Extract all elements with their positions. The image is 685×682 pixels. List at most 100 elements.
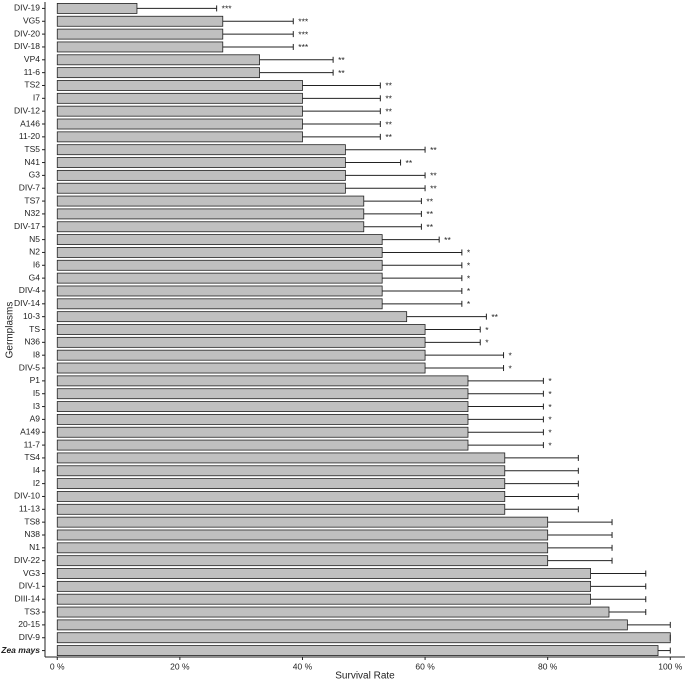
y-tick-label: DIV-22 bbox=[14, 555, 40, 565]
bar bbox=[56, 247, 383, 258]
y-tick-label: 11-6 bbox=[24, 67, 41, 77]
y-tick-label: N36 bbox=[24, 337, 40, 347]
bar bbox=[56, 426, 469, 438]
y-tick-label: G4 bbox=[29, 272, 41, 282]
x-tick-label: 20 % bbox=[170, 661, 190, 671]
y-tick-label: 11-7 bbox=[24, 439, 41, 449]
y-tick-label: DIII-14 bbox=[14, 593, 40, 603]
bar bbox=[56, 413, 469, 425]
y-tick-label: DIV-4 bbox=[19, 285, 41, 295]
y-tick-label: A9 bbox=[30, 414, 41, 424]
bar bbox=[56, 105, 303, 117]
bar bbox=[56, 388, 469, 400]
bar bbox=[56, 478, 506, 490]
y-tick-label: 20-15 bbox=[18, 619, 40, 629]
bar bbox=[56, 439, 469, 451]
y-tick-label: TS3 bbox=[24, 606, 40, 616]
y-tick-label: DIV-7 bbox=[19, 182, 41, 192]
y-tick-label: DIV-17 bbox=[14, 221, 40, 231]
significance-label: * bbox=[467, 286, 471, 296]
bar bbox=[56, 516, 549, 528]
significance-label: * bbox=[485, 338, 489, 348]
significance-label: * bbox=[467, 273, 471, 283]
bar bbox=[56, 555, 549, 567]
bar bbox=[56, 542, 549, 554]
bar bbox=[56, 336, 426, 348]
y-tick-label: I5 bbox=[33, 388, 40, 398]
y-tick-label: 11-13 bbox=[19, 504, 40, 514]
y-tick-label: TS5 bbox=[24, 144, 40, 154]
y-tick-label: I7 bbox=[33, 93, 40, 103]
significance-label: ** bbox=[430, 145, 437, 155]
significance-label: ** bbox=[491, 312, 498, 322]
y-tick-label: DIV-18 bbox=[14, 41, 40, 51]
bar bbox=[56, 580, 591, 592]
bar bbox=[56, 54, 260, 66]
y-axis-title: Germplasms bbox=[5, 302, 16, 359]
y-tick-label: I4 bbox=[33, 465, 40, 475]
bar bbox=[56, 285, 383, 297]
significance-label: * bbox=[509, 350, 513, 360]
significance-label: ** bbox=[430, 171, 437, 181]
bar bbox=[56, 401, 469, 412]
significance-label: ** bbox=[406, 158, 413, 168]
bar bbox=[56, 28, 224, 40]
y-tick-label: A146 bbox=[20, 118, 40, 128]
y-tick-label: DIV-9 bbox=[19, 632, 41, 642]
y-tick-label: N2 bbox=[29, 247, 40, 257]
bar bbox=[56, 298, 383, 310]
significance-label: ** bbox=[385, 106, 392, 116]
bar bbox=[56, 529, 549, 541]
y-tick-label: TS7 bbox=[24, 195, 40, 205]
significance-label: *** bbox=[298, 17, 309, 27]
bar bbox=[56, 272, 383, 284]
significance-label: ** bbox=[385, 132, 392, 142]
bar bbox=[56, 80, 303, 91]
y-tick-label: DIV-10 bbox=[14, 491, 40, 501]
significance-label: * bbox=[509, 363, 513, 373]
y-tick-label: TS8 bbox=[24, 516, 40, 526]
x-tick-label: 0 % bbox=[50, 661, 65, 671]
bar bbox=[56, 465, 506, 477]
significance-label: ** bbox=[338, 55, 345, 65]
significance-label: ** bbox=[426, 196, 433, 206]
y-tick-label: TS4 bbox=[24, 452, 40, 462]
significance-label: ** bbox=[430, 183, 437, 193]
y-tick-label: A149 bbox=[20, 426, 40, 436]
significance-label: * bbox=[548, 389, 552, 399]
y-tick-label: N1 bbox=[29, 542, 40, 552]
significance-label: * bbox=[467, 248, 471, 258]
bar bbox=[56, 452, 506, 464]
x-tick-label: 80 % bbox=[538, 661, 558, 671]
x-axis-title: Survival Rate bbox=[335, 671, 395, 682]
significance-label: * bbox=[467, 261, 471, 271]
bar bbox=[56, 311, 408, 323]
bar bbox=[56, 169, 346, 181]
y-tick-label: N5 bbox=[29, 234, 40, 244]
significance-label: * bbox=[548, 440, 552, 450]
y-tick-label: DIV-12 bbox=[14, 105, 40, 115]
y-tick-label: I2 bbox=[33, 478, 40, 488]
significance-label: ** bbox=[426, 209, 433, 219]
bar bbox=[56, 324, 426, 335]
bar bbox=[56, 491, 506, 502]
y-tick-label: DIV-5 bbox=[19, 362, 41, 372]
y-tick-label: Zea mays bbox=[0, 645, 40, 655]
y-tick-label: DIV-20 bbox=[14, 28, 40, 38]
bar bbox=[56, 67, 260, 79]
y-tick-label: VP4 bbox=[24, 54, 40, 64]
bar bbox=[56, 503, 506, 515]
significance-label: ** bbox=[426, 222, 433, 232]
y-tick-label: VG5 bbox=[23, 16, 40, 26]
y-tick-label: N41 bbox=[24, 157, 40, 167]
bar bbox=[56, 375, 469, 387]
bar bbox=[56, 362, 426, 374]
bar bbox=[56, 182, 346, 194]
y-tick-label: VG3 bbox=[23, 568, 40, 578]
bar bbox=[56, 632, 671, 644]
bar bbox=[56, 234, 383, 246]
bar bbox=[56, 118, 303, 130]
significance-label: * bbox=[548, 376, 552, 386]
significance-label: * bbox=[485, 325, 489, 335]
significance-label: * bbox=[548, 402, 552, 412]
